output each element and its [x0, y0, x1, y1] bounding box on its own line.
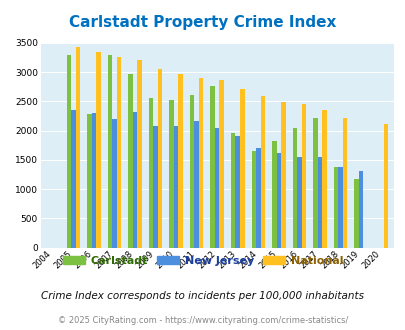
Bar — [137, 60, 141, 247]
Bar — [66, 54, 71, 248]
Bar — [112, 119, 117, 248]
Bar — [178, 75, 183, 248]
Bar — [132, 113, 137, 248]
Bar — [194, 121, 198, 248]
Bar — [87, 114, 92, 248]
Bar — [342, 118, 346, 248]
Bar — [219, 80, 224, 248]
Bar — [173, 126, 178, 248]
Bar — [198, 78, 203, 248]
Legend: Carlstadt, New Jersey, National: Carlstadt, New Jersey, National — [58, 251, 347, 270]
Bar — [317, 157, 321, 248]
Bar — [210, 86, 214, 248]
Bar — [96, 52, 100, 248]
Bar — [260, 96, 264, 248]
Bar — [235, 136, 239, 248]
Bar — [190, 95, 194, 248]
Bar — [169, 100, 173, 248]
Bar — [276, 153, 280, 248]
Bar — [353, 179, 358, 248]
Bar — [107, 55, 112, 248]
Bar — [296, 157, 301, 248]
Bar — [383, 124, 387, 248]
Bar — [239, 89, 244, 248]
Bar — [301, 104, 305, 248]
Bar — [149, 98, 153, 248]
Bar — [312, 118, 317, 248]
Bar — [333, 167, 337, 248]
Bar — [321, 110, 326, 248]
Text: Carlstadt Property Crime Index: Carlstadt Property Crime Index — [69, 15, 336, 30]
Bar — [358, 171, 362, 248]
Bar — [92, 113, 96, 248]
Bar — [117, 57, 121, 248]
Bar — [158, 69, 162, 248]
Bar — [71, 110, 75, 248]
Bar — [292, 128, 296, 248]
Bar — [256, 148, 260, 248]
Bar — [153, 126, 158, 248]
Bar — [280, 102, 285, 248]
Bar — [337, 167, 342, 248]
Bar — [214, 128, 219, 248]
Bar — [75, 47, 80, 247]
Text: Crime Index corresponds to incidents per 100,000 inhabitants: Crime Index corresponds to incidents per… — [41, 291, 364, 301]
Bar — [128, 74, 132, 248]
Bar — [271, 141, 276, 248]
Text: © 2025 CityRating.com - https://www.cityrating.com/crime-statistics/: © 2025 CityRating.com - https://www.city… — [58, 316, 347, 325]
Bar — [251, 151, 256, 248]
Bar — [230, 133, 235, 248]
